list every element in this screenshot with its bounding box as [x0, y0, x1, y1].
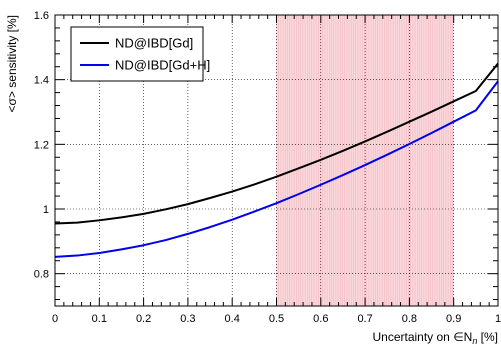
x-tick-label: 0.9	[446, 313, 461, 325]
legend-label-0: ND@IBD[Gd]	[115, 36, 193, 51]
y-axis-title: <σ> sensitivity [%]	[5, 15, 19, 112]
shaded-band-layer	[276, 15, 454, 306]
x-tick-label: 1	[495, 313, 501, 325]
x-tick-label: 0	[52, 313, 58, 325]
legend-box	[70, 26, 204, 82]
x-axis-title: Uncertainty on ∈Nn [%]	[372, 330, 498, 346]
x-tick-label: 0.3	[180, 313, 195, 325]
x-tick-label: 0.5	[269, 313, 284, 325]
x-tick-label: 0.8	[402, 313, 417, 325]
ticks-layer: 0 0.1 0.2 0.3 0.4 0.5 0.6 0.7 0.8 0.9 1 0.8 1 1.2 1.4 1…	[34, 10, 501, 325]
x-tick-label: 0.4	[225, 313, 240, 325]
x-tick-label: 0.1	[92, 313, 107, 325]
legend-label-1: ND@IBD[Gd+H]	[115, 58, 210, 73]
y-tick-label: 1.6	[34, 10, 49, 22]
series-layer	[54, 62, 499, 258]
shaded-band	[276, 15, 454, 306]
legend: ND@IBD[Gd] ND@IBD[Gd+H]	[70, 26, 210, 82]
y-tick-label: 1.2	[34, 139, 49, 151]
y-tick-label: 1	[43, 204, 49, 216]
y-tick-label: 1.4	[34, 75, 49, 87]
axis-titles: Uncertainty on ∈Nn [%] <σ> sensitivity [%…	[5, 15, 498, 346]
x-tick-label: 0.6	[313, 313, 328, 325]
x-tick-label: 0.2	[136, 313, 151, 325]
series-line-0	[54, 62, 499, 225]
y-tick-label: 0.8	[34, 269, 49, 281]
x-tick-label: 0.7	[357, 313, 372, 325]
series-line-1	[54, 80, 499, 258]
